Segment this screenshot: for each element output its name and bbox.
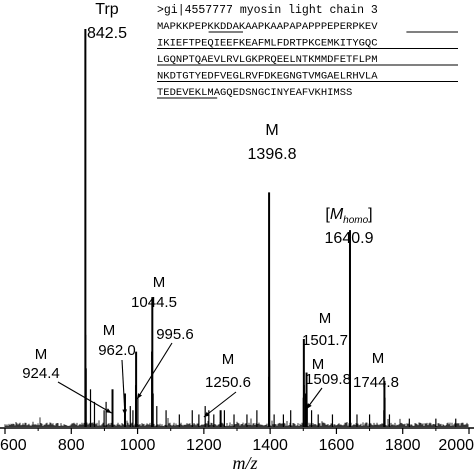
label-arrows <box>57 342 323 418</box>
peak-value-1250.6: 1250.6 <box>205 374 251 391</box>
peak-value-962.0: 962.0 <box>98 342 136 359</box>
x-tick-label-1200: 1200 <box>186 437 222 454</box>
x-tick-label-1000: 1000 <box>120 437 156 454</box>
peak-name-1744.8: M <box>372 350 385 367</box>
peak-value-1396.8: 1396.8 <box>248 146 297 163</box>
peak-name-1509.8: M <box>312 356 325 373</box>
x-tick-label-1800: 1800 <box>385 437 421 454</box>
peak-labels: Trp 842.5 M 924.4 M 962.0 995.6 M 1044.5 M 1250.6 M… <box>22 1 399 391</box>
peak-value-1744.8: 1744.8 <box>353 374 399 391</box>
sequence-lines: MAPKKPEPKKDDAKAAPKAAPAPAPPPEPERPKEV IKIEF… <box>157 21 458 99</box>
peak-name-1501.7: M <box>319 310 332 327</box>
sequence-line-5: TEDEVEKLMAGQEDSNGCINYEAFVKHIMSS <box>157 87 352 99</box>
peak-name-1044.5: M <box>153 274 166 291</box>
plot-area: Trp 842.5 M 924.4 M 962.0 995.6 M 1044.5 M 1250.6 M… <box>4 1 469 427</box>
baseline-noise <box>4 417 469 427</box>
x-axis-label: m/z <box>232 453 257 473</box>
peak-name-962.0: M <box>103 322 116 339</box>
peak-value-842.5: 842.5 <box>87 25 127 42</box>
arrow-line-3 <box>203 391 237 418</box>
sequence-line-2: IKIEFTPEQIEEFKEAFMLFDRTPKCEMKITYGQC <box>157 38 378 50</box>
peak-name-1250.6: M <box>222 351 235 368</box>
arrow-head-4 <box>306 403 312 409</box>
x-tick-label-1600: 1600 <box>319 437 355 454</box>
x-tick-label-2000: 2000 <box>438 437 474 454</box>
peak-name-1640.9: [Mhomo] <box>325 206 372 226</box>
x-axis-ticks: 600 800 1000 1200 1400 1600 1800 2000 <box>0 428 474 454</box>
arrow-line-0 <box>57 381 112 414</box>
arrow-head-1 <box>122 409 128 415</box>
peak-value-1501.7: 1501.7 <box>302 332 348 349</box>
peak-name-842.5: Trp <box>95 1 119 18</box>
noise-trace <box>4 417 469 427</box>
x-tick-label-800: 800 <box>58 437 85 454</box>
arrow-line-2 <box>136 342 173 400</box>
x-tick-label-1400: 1400 <box>252 437 288 454</box>
sequence-inset: >gi|4557777 myosin light chain 3 MAPKKPE… <box>157 4 458 99</box>
arrow-head-0 <box>105 408 112 413</box>
sequence-line-1: MAPKKPEPKKDDAKAAPKAAPAPAPPPEPERPKEV <box>157 21 378 33</box>
peak-value-1509.8: 1509.8 <box>305 371 351 388</box>
peak-value-1044.5: 1044.5 <box>131 294 177 311</box>
annotated-peaks <box>84 28 386 427</box>
arrow-head-2 <box>137 393 143 399</box>
peak-value-924.4: 924.4 <box>22 365 60 382</box>
x-tick-label-600: 600 <box>0 437 27 454</box>
peak-value-995.6: 995.6 <box>156 326 194 343</box>
sequence-line-3: LGQNPTQAEVLRVLGKPRQEELNTKMMDFETFLPM <box>157 54 378 66</box>
sequence-line-4: NKDTGTYEDFVEGLRVFDKEGNGTVMGAELRHVLA <box>157 71 378 83</box>
peak-name-1396.8: M <box>265 122 278 139</box>
arrow-line-1 <box>121 359 126 416</box>
arrow-head-3 <box>203 411 210 417</box>
peak-name-924.4: M <box>35 346 48 363</box>
inset-title: >gi|4557777 myosin light chain 3 <box>157 4 378 17</box>
peak-value-1640.9: 1640.9 <box>325 230 374 247</box>
